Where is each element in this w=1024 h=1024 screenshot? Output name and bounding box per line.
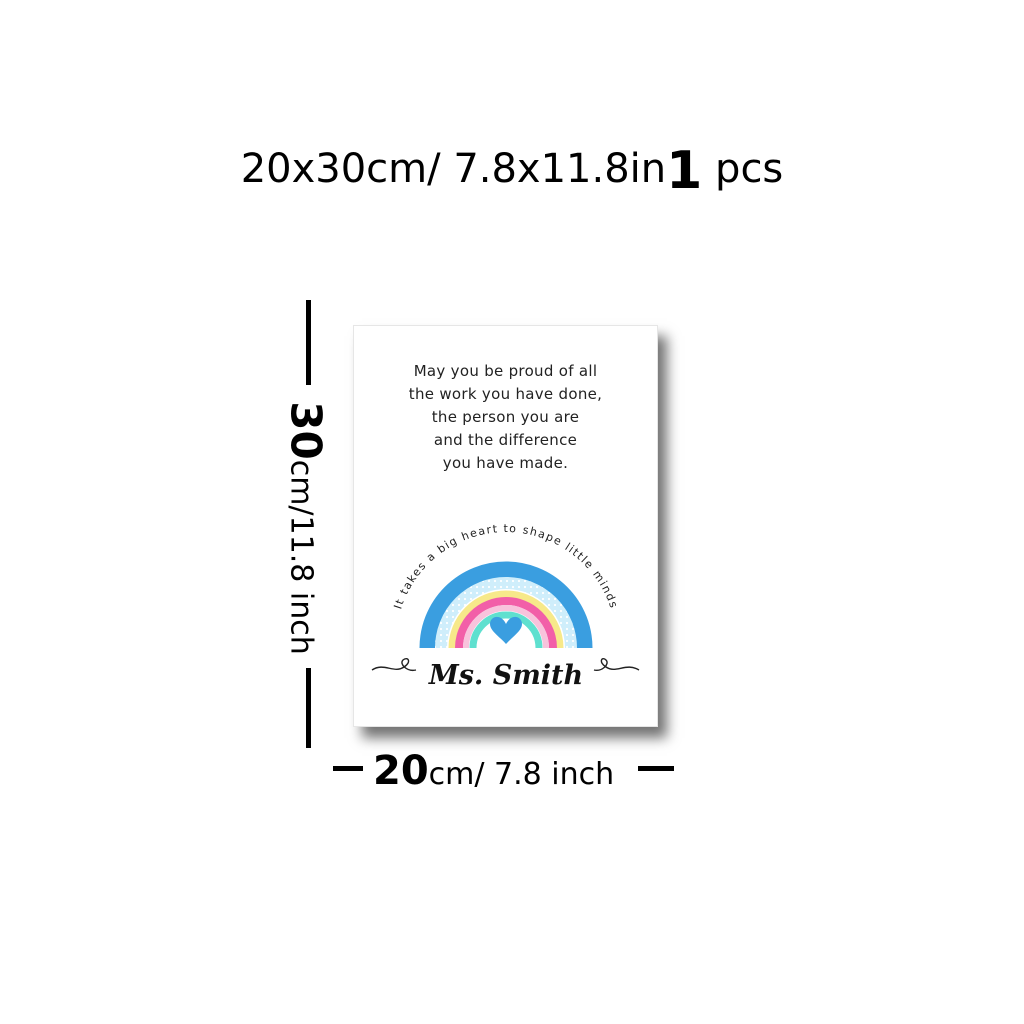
width-dimension-line-right [638, 766, 674, 771]
rainbow-band-teal [469, 611, 543, 649]
teacher-name: Ms. Smith [428, 660, 583, 691]
rainbow-band-yellow [448, 590, 564, 649]
poem-line: May you be proud of all [413, 362, 598, 380]
quantity-number: 1 [666, 141, 703, 201]
height-dimension-line-top [306, 300, 311, 385]
width-number: 20 [373, 748, 429, 794]
rainbow-band-light-blue [435, 577, 577, 649]
name-flourish-right [593, 658, 640, 672]
poem-line: the work you have done, [408, 385, 603, 403]
rainbow-band-light-pink [463, 605, 549, 649]
name-flourish-left [371, 658, 417, 672]
poem-line: the person you are [431, 408, 580, 426]
size-text: 20x30cm/ 7.8x11.8in [240, 146, 667, 192]
width-dimension-label: 20cm/ 7.8 inch [373, 748, 614, 794]
rainbow-band-pink [455, 597, 557, 649]
poem-line: and the difference [433, 431, 578, 449]
height-number: 30 [281, 401, 331, 460]
height-dimension-line-bottom [306, 668, 311, 748]
poster-card: May you be proud of all the work you hav… [353, 325, 658, 727]
height-unit: cm/11.8 inch [283, 459, 319, 655]
poem-text: May you be proud of all the work you hav… [354, 360, 657, 475]
poem-line: you have made. [442, 454, 569, 472]
rainbow [419, 561, 593, 649]
heart-icon [490, 616, 522, 644]
quantity-unit: pcs [715, 146, 784, 192]
product-size-heading: 20x30cm/ 7.8x11.8in1 pcs [0, 140, 1024, 197]
width-dimension-line-left [333, 766, 363, 771]
width-unit: cm/ 7.8 inch [428, 757, 615, 792]
height-dimension-label: 30cm/11.8 inch [282, 401, 331, 654]
rainbow-artwork: It takes a big heart to shape little min… [371, 522, 640, 691]
rainbow-band-outer-blue [419, 561, 593, 649]
